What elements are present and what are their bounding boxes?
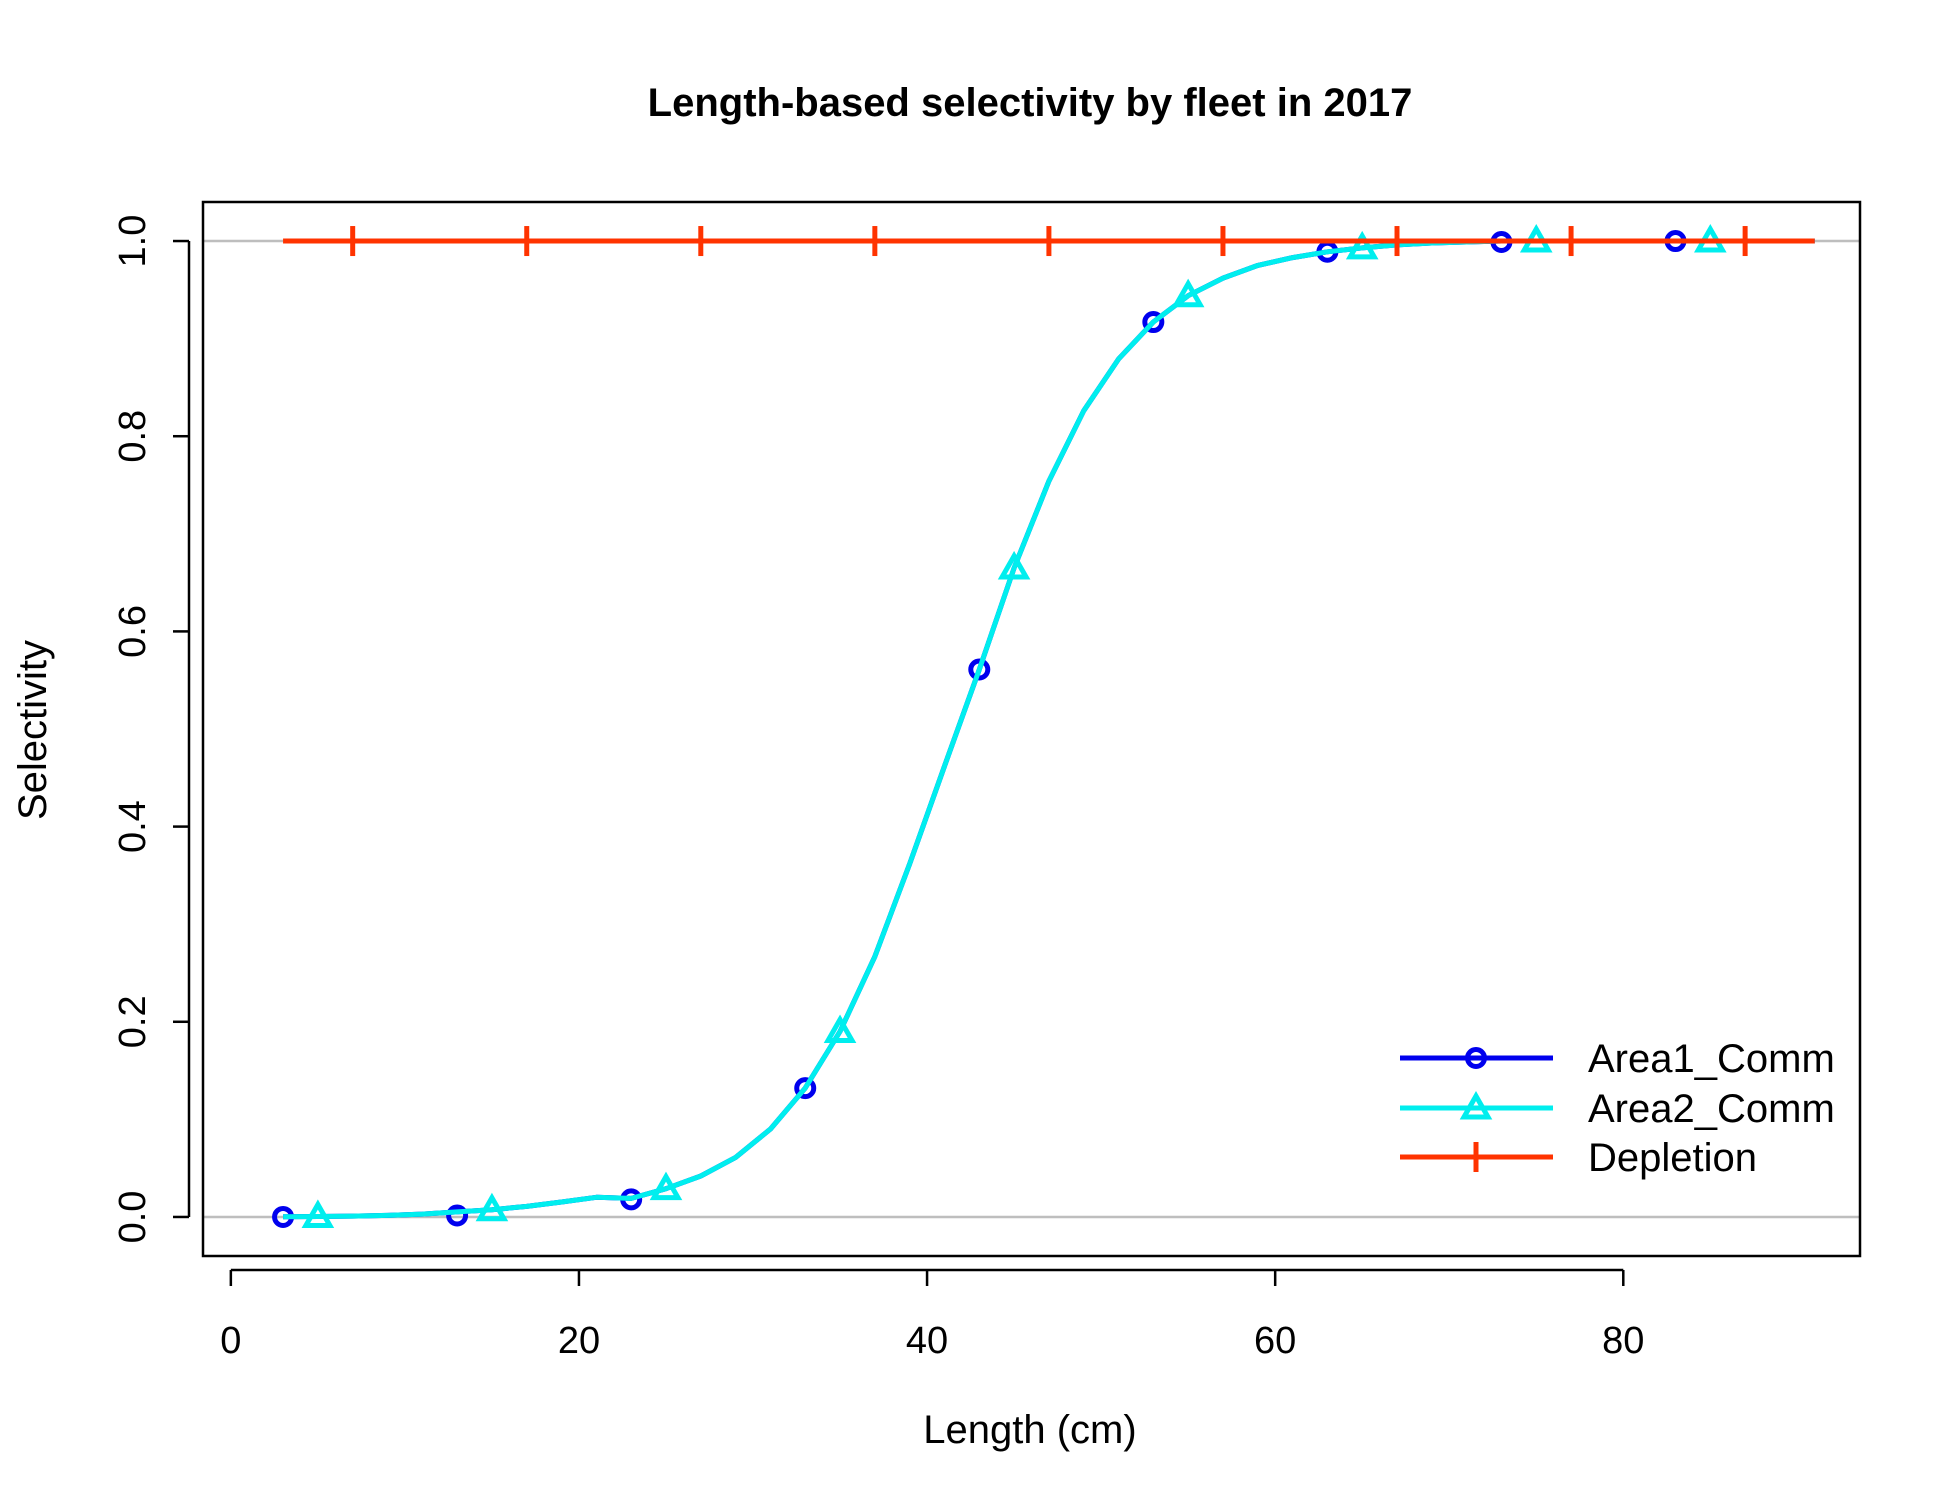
data-point-Area1_Comm xyxy=(968,658,991,681)
data-point-Area2_Comm xyxy=(1345,230,1379,260)
data-point-Area2_Comm xyxy=(301,1199,335,1228)
y-tick-label: 1.0 xyxy=(112,215,154,268)
legend-label: Depletion xyxy=(1588,1136,1757,1180)
y-tick-label: 0.4 xyxy=(112,800,154,853)
y-axis: 0.0 0.2 0.4 0.6 0.8 1.0 xyxy=(112,215,191,1244)
data-point-Area2_Comm xyxy=(823,1014,857,1044)
y-tick-label: 0.6 xyxy=(112,605,154,658)
legend-item-Depletion: Depletion xyxy=(1400,1136,1757,1180)
legend-marker xyxy=(1465,1047,1487,1069)
legend-item-Area2_Comm: Area2_Comm xyxy=(1400,1087,1835,1131)
legend-label: Area1_Comm xyxy=(1588,1037,1835,1081)
x-axis-label: Length (cm) xyxy=(923,1408,1136,1452)
plot-frame xyxy=(201,200,1862,1258)
legend-label: Area2_Comm xyxy=(1588,1087,1835,1131)
x-tick-label: 80 xyxy=(1602,1320,1644,1362)
legend-marker xyxy=(1459,1090,1493,1120)
chart-title: Length-based selectivity by fleet in 201… xyxy=(648,81,1413,125)
y-tick-label: 0.2 xyxy=(112,995,154,1048)
x-axis: 0 20 40 60 80 xyxy=(220,1268,1644,1362)
data-point-Area2_Comm xyxy=(475,1192,509,1222)
y-axis-label: Selectivity xyxy=(11,640,55,820)
y-tick-label: 0.8 xyxy=(112,410,154,463)
data-point-Area1_Comm xyxy=(1142,311,1165,334)
x-tick-label: 40 xyxy=(906,1320,948,1362)
data-point-Area1_Comm xyxy=(446,1204,469,1227)
legend: Area1_Comm Area2_Comm Depletion xyxy=(1400,1037,1835,1180)
legend-item-Area1_Comm: Area1_Comm xyxy=(1400,1037,1835,1081)
data-point-Area2_Comm xyxy=(649,1171,683,1201)
data-point-Area2_Comm xyxy=(1171,278,1205,308)
x-tick-label: 60 xyxy=(1254,1320,1296,1362)
x-tick-label: 20 xyxy=(558,1320,600,1362)
y-tick-label: 0.0 xyxy=(112,1191,154,1244)
series-Depletion xyxy=(283,226,1815,257)
data-point-Area1_Comm xyxy=(794,1077,817,1100)
x-tick-label: 0 xyxy=(220,1320,241,1362)
series-layer xyxy=(272,223,1815,1228)
data-point-Area2_Comm xyxy=(997,550,1031,580)
